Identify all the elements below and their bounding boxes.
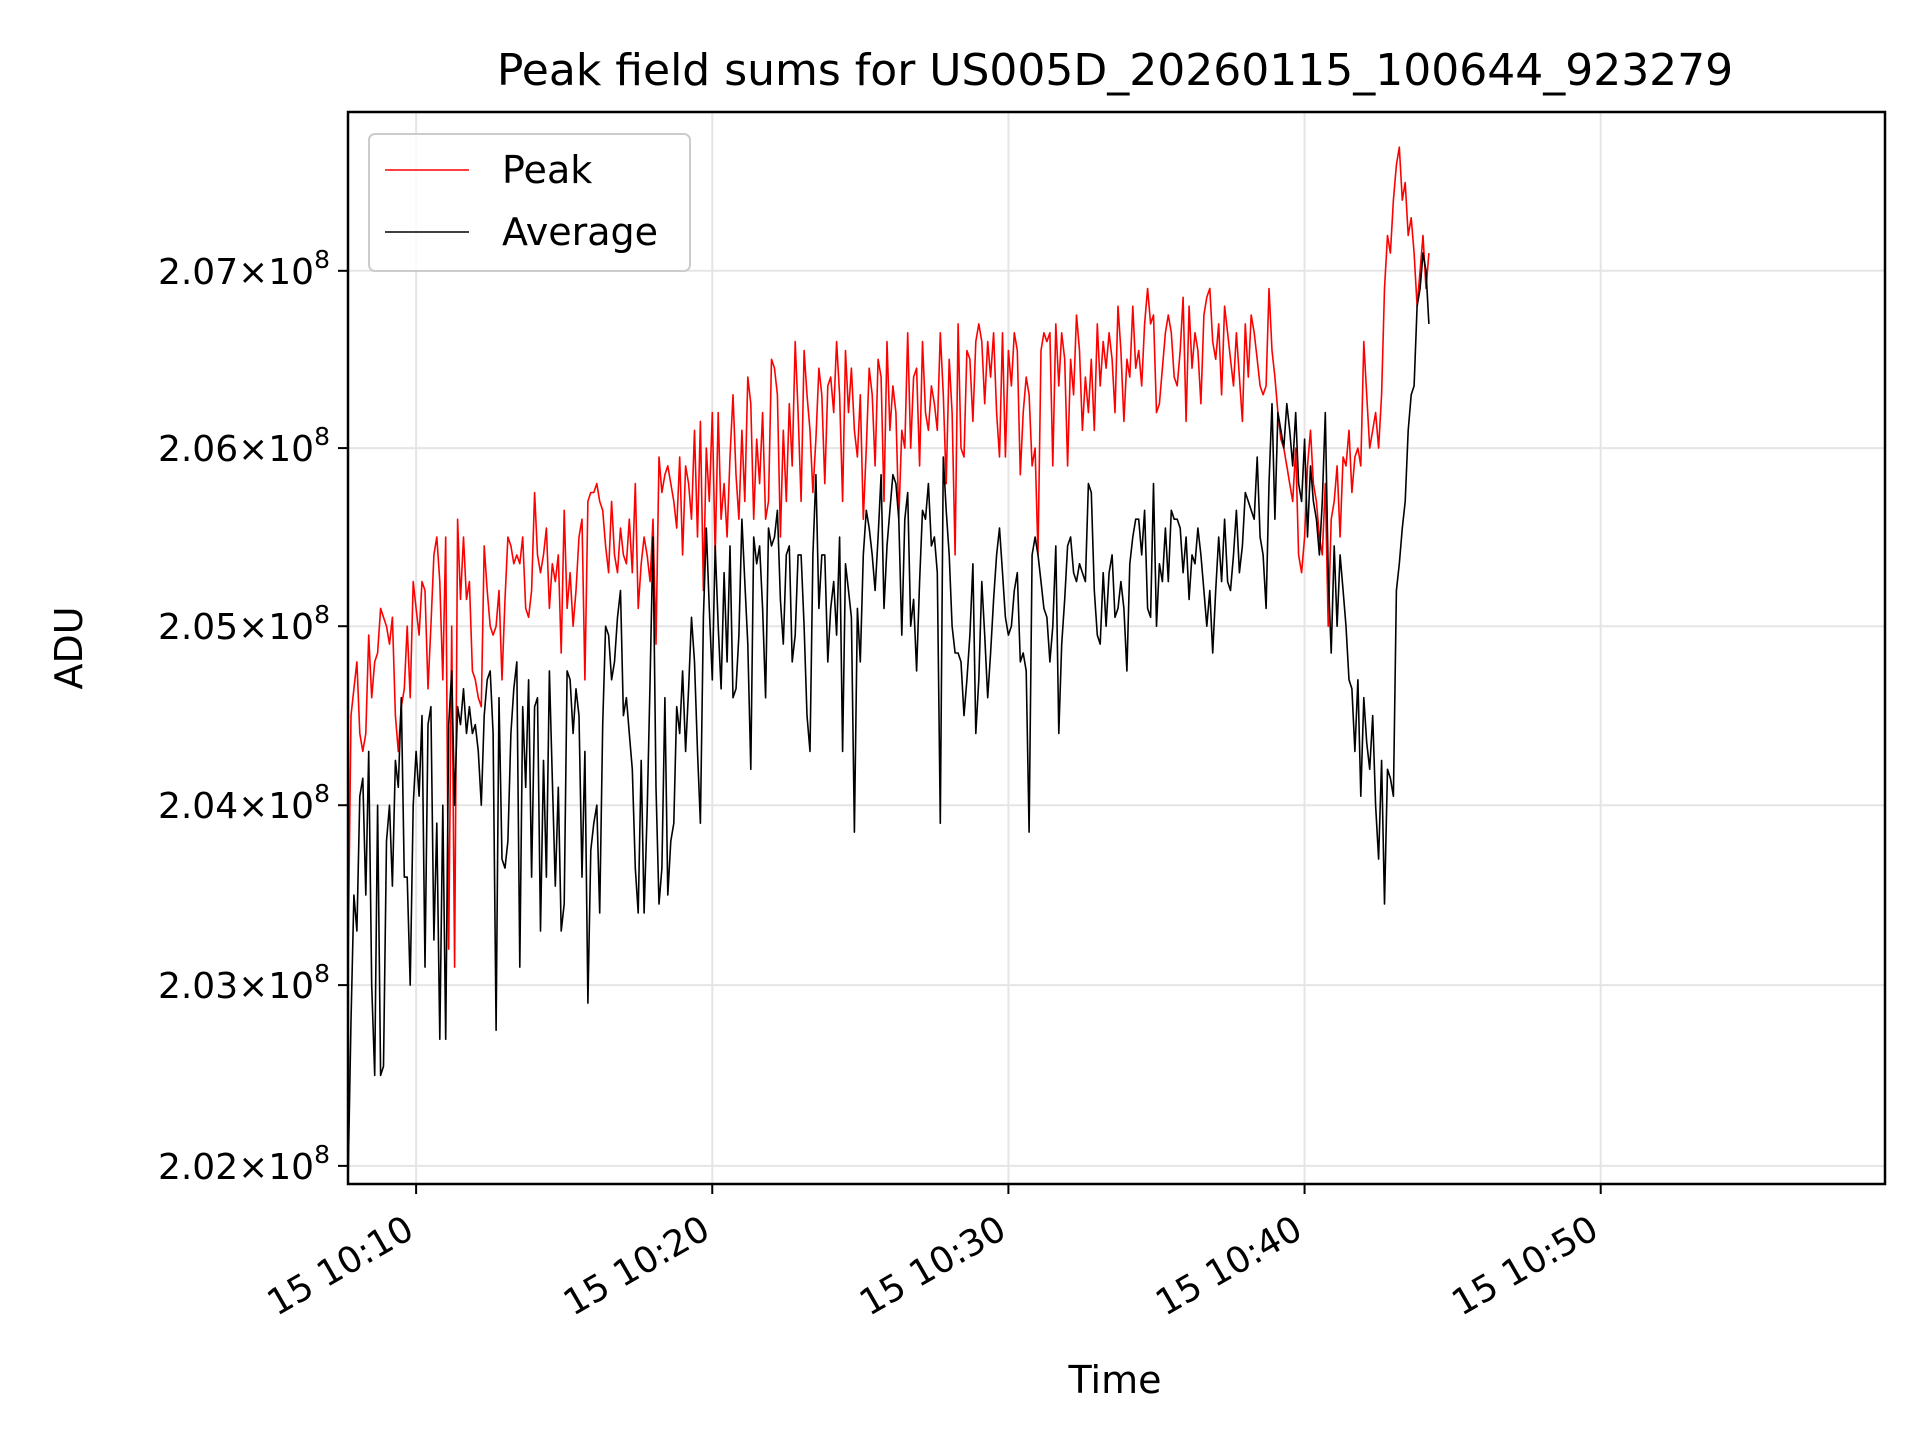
y-tick-label: 2.05×108 <box>158 600 330 648</box>
y-tick-exponent: 8 <box>314 245 330 274</box>
y-tick-mantissa: 2.06×10 <box>158 429 314 470</box>
y-tick-exponent: 8 <box>314 779 330 808</box>
y-tick-mantissa: 2.02×10 <box>158 1147 314 1188</box>
legend-box <box>368 133 691 272</box>
legend-label-peak: Peak <box>502 148 592 192</box>
series-line-peak <box>348 146 1430 968</box>
y-tick-exponent: 8 <box>314 1140 330 1169</box>
y-tick-label: 2.07×108 <box>158 245 330 293</box>
y-tick-exponent: 8 <box>314 422 330 451</box>
legend: Peak Average <box>368 133 691 272</box>
legend-label-average: Average <box>502 210 658 254</box>
y-tick-exponent: 8 <box>314 600 330 629</box>
series-layer <box>348 146 1430 1184</box>
y-tick-label: 2.04×108 <box>158 779 330 827</box>
y-tick-mantissa: 2.04×10 <box>158 786 314 827</box>
y-tick-label: 2.02×108 <box>158 1140 330 1188</box>
series-line-average <box>348 252 1430 1184</box>
y-tick-label: 2.06×108 <box>158 422 330 470</box>
y-tick-mantissa: 2.03×10 <box>158 966 314 1007</box>
x-axis-label: Time <box>1068 1358 1162 1402</box>
y-tick-mantissa: 2.07×10 <box>158 252 314 293</box>
chart-title: Peak field sums for US005D_20260115_1006… <box>497 45 1733 96</box>
y-tick-label: 2.03×108 <box>158 959 330 1007</box>
plot-frame <box>346 110 1887 1186</box>
y-tick-exponent: 8 <box>314 959 330 988</box>
y-tick-mantissa: 2.05×10 <box>158 607 314 648</box>
y-axis: 2.02×1082.03×1082.04×1082.05×1082.06×108… <box>158 245 348 1188</box>
y-axis-label: ADU <box>47 606 91 689</box>
